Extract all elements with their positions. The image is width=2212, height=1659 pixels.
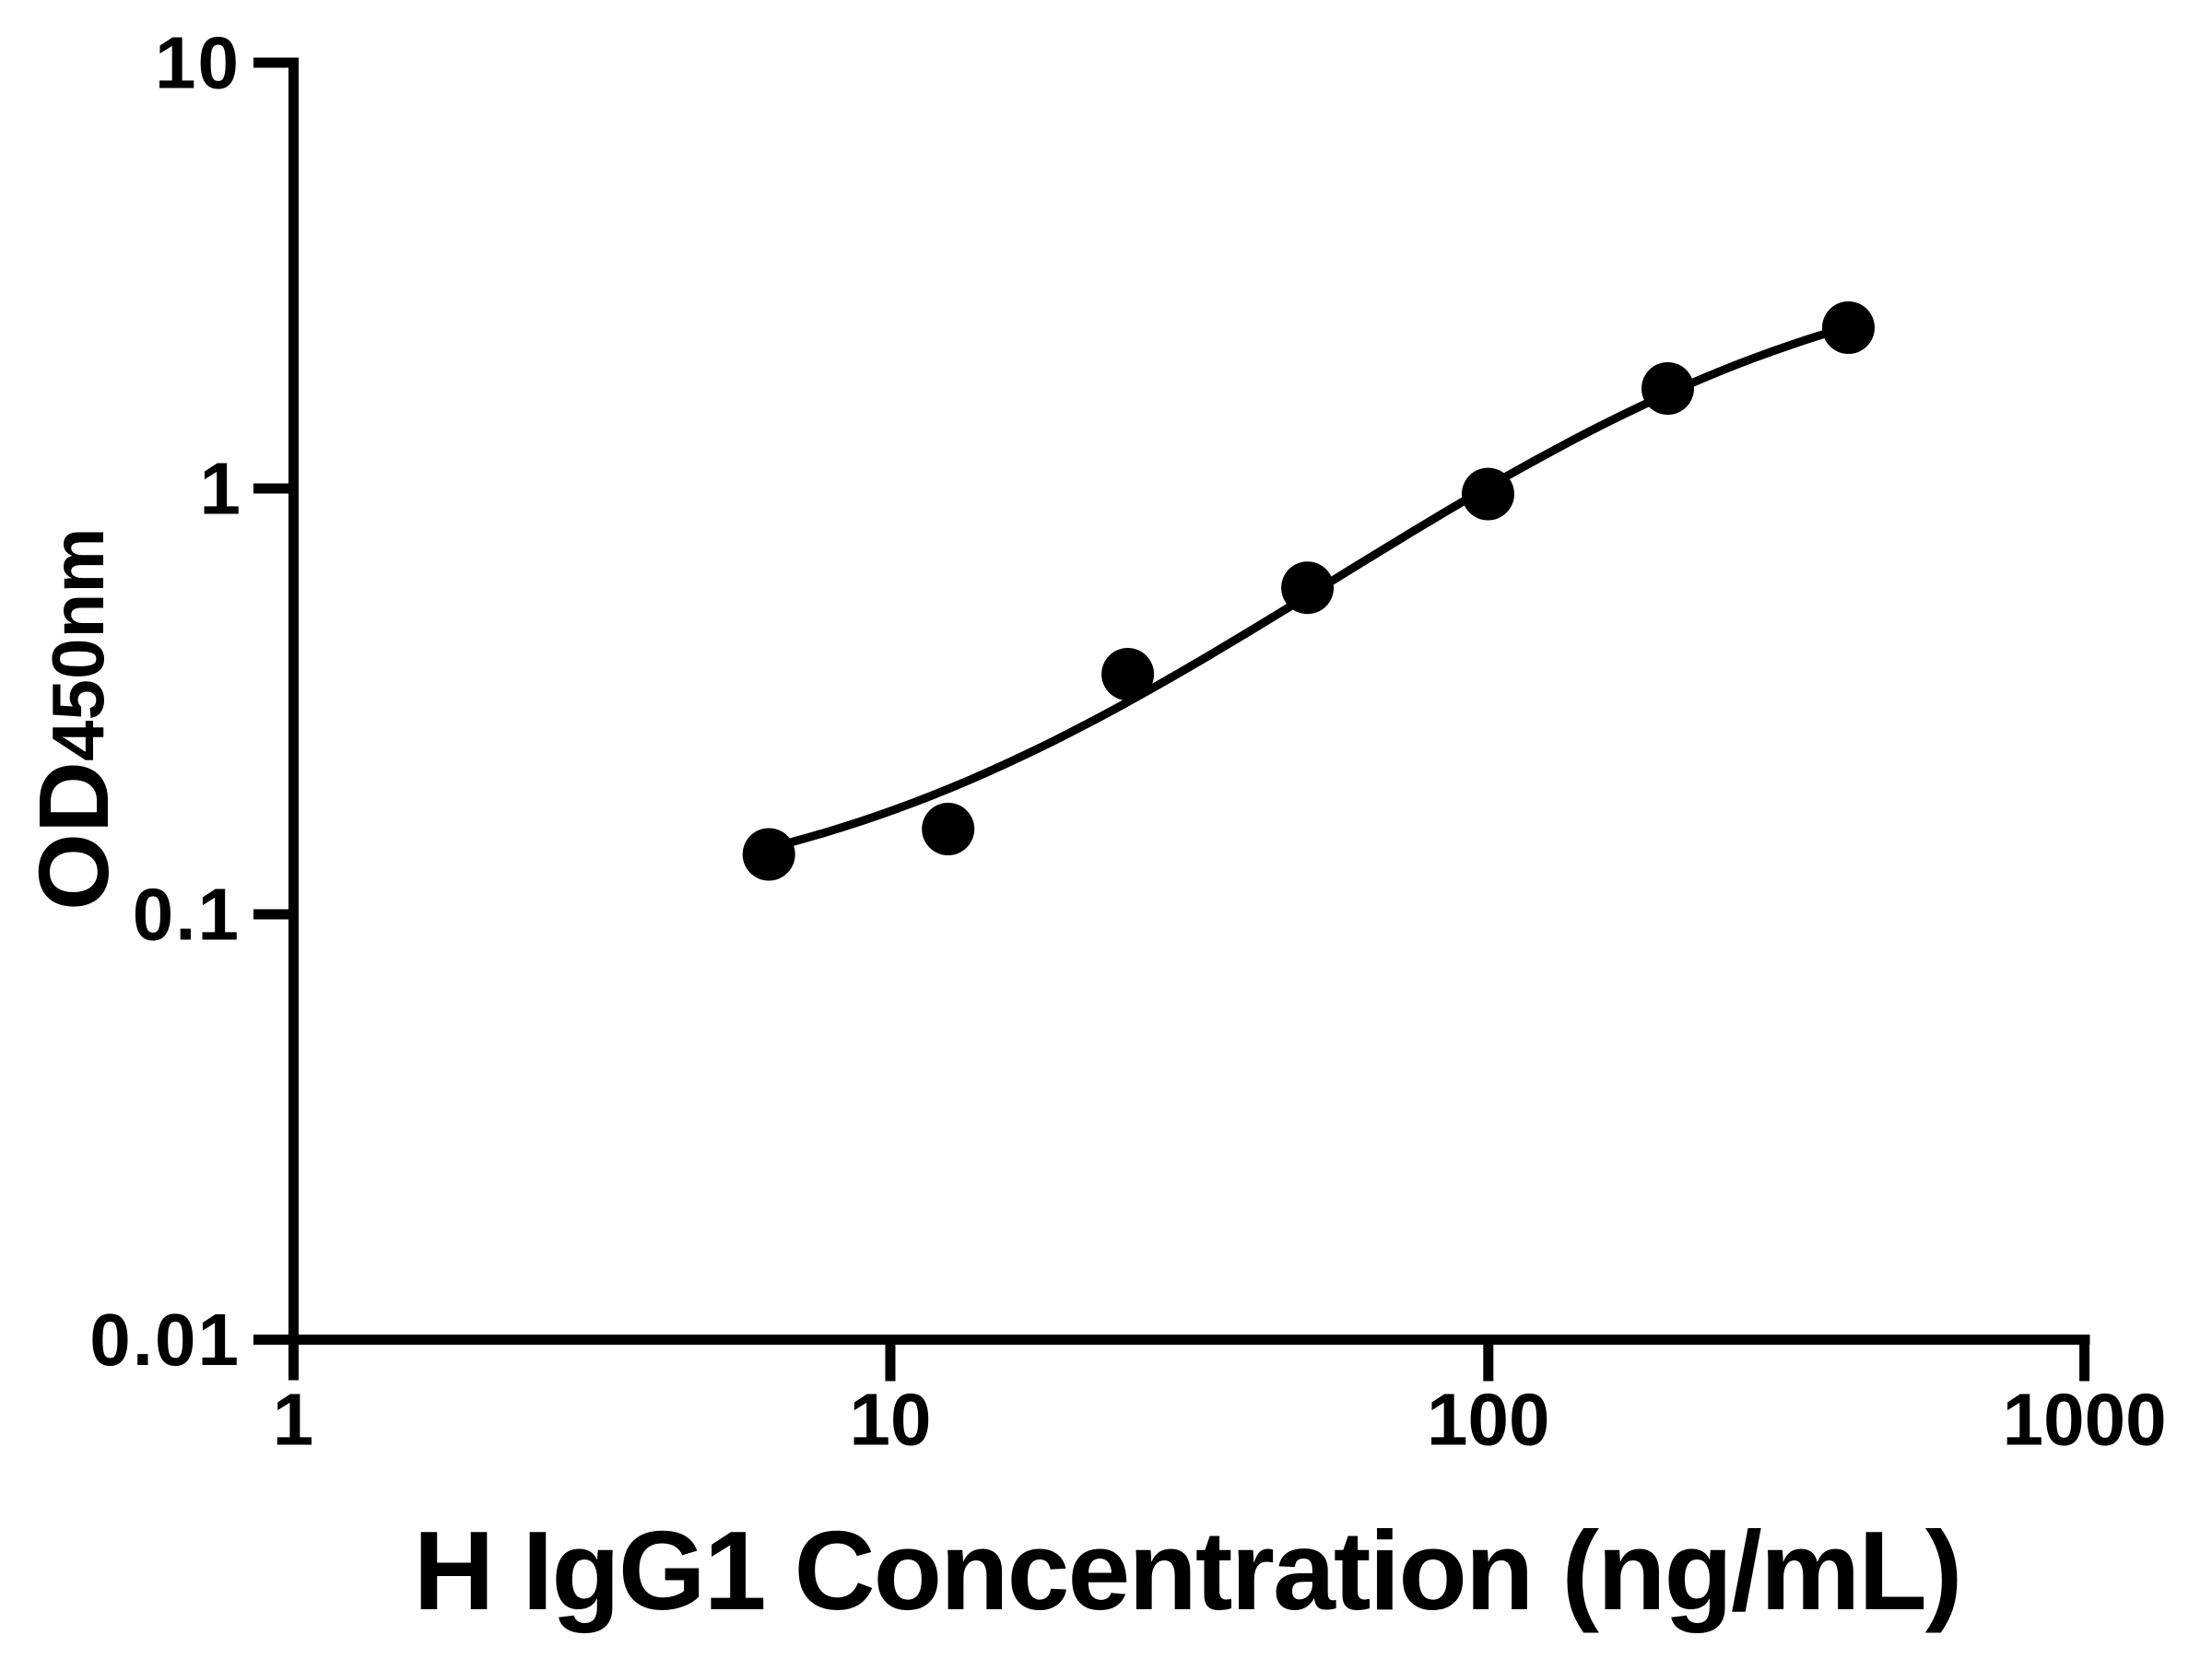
svg-text:10: 10 (155, 22, 241, 104)
svg-text:100: 100 (1427, 1379, 1549, 1461)
svg-text:1: 1 (273, 1379, 314, 1461)
svg-text:1000: 1000 (2003, 1379, 2167, 1461)
svg-text:0.01: 0.01 (89, 1299, 241, 1381)
svg-text:0.1: 0.1 (133, 874, 241, 956)
svg-text:10: 10 (850, 1379, 932, 1461)
svg-text:OD450nm: OD450nm (18, 528, 129, 911)
svg-text:H IgG1 Concentration (ng/mL): H IgG1 Concentration (ng/mL) (413, 1508, 1960, 1633)
svg-text:1: 1 (200, 448, 241, 530)
